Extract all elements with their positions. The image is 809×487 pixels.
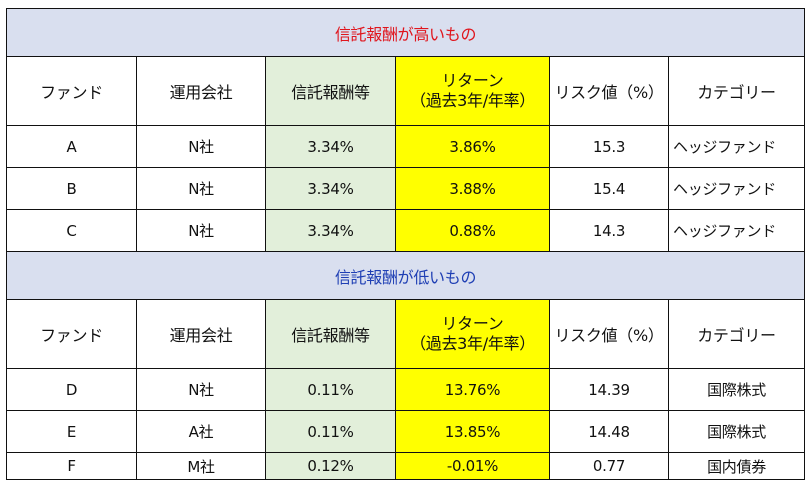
cell-fee: 0.12% [265, 452, 396, 480]
cell-fee: 0.11% [265, 410, 396, 453]
cell-company: N社 [136, 125, 266, 168]
cell-company: M社 [136, 452, 266, 480]
cell-risk: 15.4 [549, 167, 669, 210]
table-row: F M社 0.12% -0.01% 0.77 国内債券 [6, 452, 805, 480]
header-return-period: （過去3年/年率） [410, 91, 535, 110]
cell-category: 国際株式 [668, 368, 805, 411]
header-company: 運用会社 [136, 56, 266, 126]
table-row: A N社 3.34% 3.86% 15.3 ヘッジファンド [6, 125, 805, 168]
cell-fee: 0.11% [265, 368, 396, 411]
cell-fund: E [6, 410, 137, 453]
header-category: カテゴリー [668, 299, 805, 369]
section-title-row-low: 信託報酬が低いもの [6, 251, 805, 300]
header-risk: リスク値（%） [549, 56, 669, 126]
header-fee: 信託報酬等 [265, 299, 396, 369]
cell-return: 13.76% [395, 368, 550, 411]
cell-return: 0.88% [395, 209, 550, 252]
section-title-low-fee: 信託報酬が低いもの [6, 251, 805, 300]
cell-company: N社 [136, 209, 266, 252]
cell-risk: 14.48 [549, 410, 669, 453]
cell-category: 国内債券 [668, 452, 805, 480]
table-row: E A社 0.11% 13.85% 14.48 国際株式 [6, 410, 805, 453]
header-return: リターン （過去3年/年率） [395, 56, 550, 126]
header-category: カテゴリー [668, 56, 805, 126]
section-title-row-high: 信託報酬が高いもの [6, 8, 805, 57]
header-return-period: （過去3年/年率） [410, 334, 535, 353]
cell-risk: 15.3 [549, 125, 669, 168]
cell-fee: 3.34% [265, 167, 396, 210]
cell-company: N社 [136, 368, 266, 411]
header-fund: ファンド [6, 299, 137, 369]
cell-fee: 3.34% [265, 125, 396, 168]
header-return: リターン （過去3年/年率） [395, 299, 550, 369]
cell-category: 国際株式 [668, 410, 805, 453]
cell-company: A社 [136, 410, 266, 453]
cell-category: ヘッジファンド [668, 209, 805, 252]
fund-comparison-table: 信託報酬が高いもの ファンド 運用会社 信託報酬等 リターン （過去3年/年率）… [6, 8, 805, 480]
cell-fund: B [6, 167, 137, 210]
cell-return: 13.85% [395, 410, 550, 453]
table-row: D N社 0.11% 13.76% 14.39 国際株式 [6, 368, 805, 411]
header-return-label: リターン [441, 314, 504, 333]
header-risk: リスク値（%） [549, 299, 669, 369]
cell-category: ヘッジファンド [668, 125, 805, 168]
cell-fee: 3.34% [265, 209, 396, 252]
column-header-row: ファンド 運用会社 信託報酬等 リターン （過去3年/年率） リスク値（%） カ… [6, 299, 805, 369]
header-return-label: リターン [441, 71, 504, 90]
cell-category: ヘッジファンド [668, 167, 805, 210]
cell-fund: D [6, 368, 137, 411]
cell-fund: C [6, 209, 137, 252]
table-row: B N社 3.34% 3.88% 15.4 ヘッジファンド [6, 167, 805, 210]
cell-fund: A [6, 125, 137, 168]
cell-risk: 0.77 [549, 452, 669, 480]
section-title-high-fee: 信託報酬が高いもの [6, 8, 805, 57]
cell-return: 3.88% [395, 167, 550, 210]
cell-risk: 14.3 [549, 209, 669, 252]
cell-company: N社 [136, 167, 266, 210]
cell-risk: 14.39 [549, 368, 669, 411]
table-row: C N社 3.34% 0.88% 14.3 ヘッジファンド [6, 209, 805, 252]
header-fee: 信託報酬等 [265, 56, 396, 126]
cell-return: 3.86% [395, 125, 550, 168]
cell-return: -0.01% [395, 452, 550, 480]
column-header-row: ファンド 運用会社 信託報酬等 リターン （過去3年/年率） リスク値（%） カ… [6, 56, 805, 126]
header-company: 運用会社 [136, 299, 266, 369]
header-fund: ファンド [6, 56, 137, 126]
cell-fund: F [6, 452, 137, 480]
